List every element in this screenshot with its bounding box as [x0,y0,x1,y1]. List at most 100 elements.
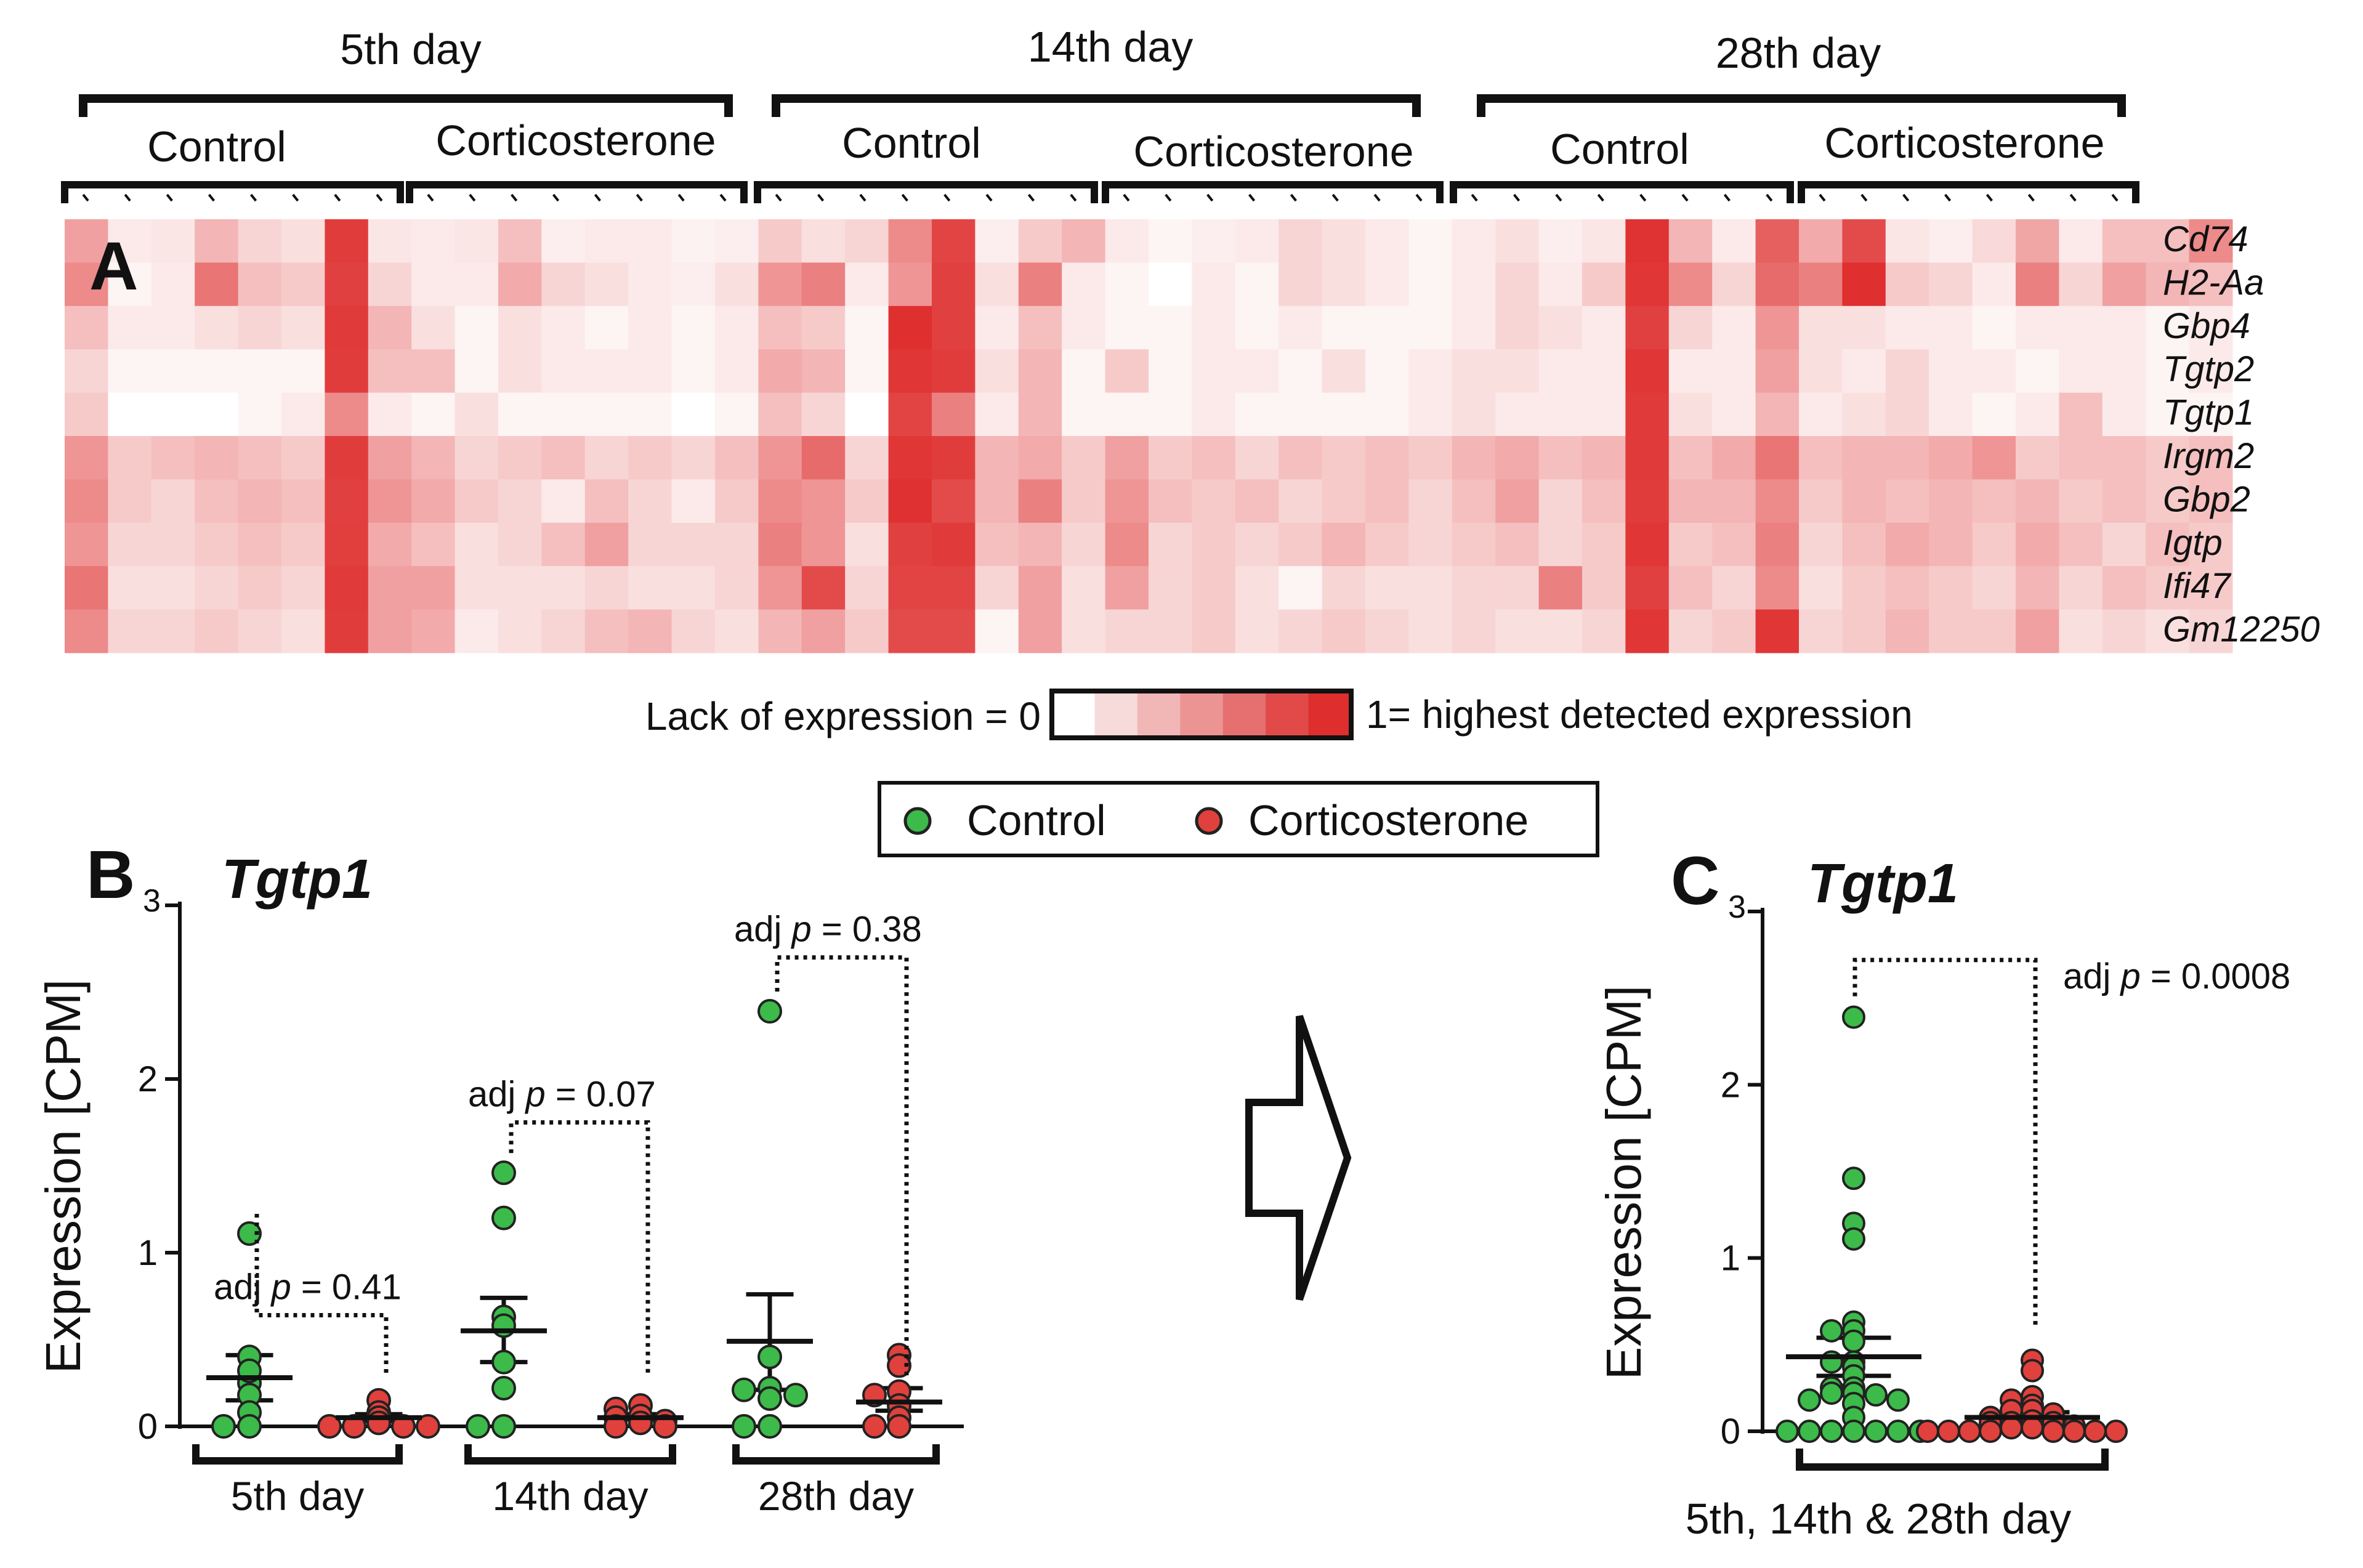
heatmap-cell [1062,262,1106,307]
sample-tick [250,193,257,202]
gene-label: Gm12250 [2163,610,2320,650]
heatmap-cell [671,219,716,263]
sample-tick [2027,193,2035,202]
heatmap-cell [454,522,499,567]
heatmap-cell [1408,479,1453,523]
group-bracket [1102,181,1444,203]
heatmap-cell [411,392,456,437]
heatmap-cell [368,609,412,653]
heatmap-cell [628,522,673,567]
data-point [887,1353,911,1378]
sample-tick [1027,193,1035,202]
heatmap-cell [1755,566,1800,610]
heatmap-cell [2146,479,2190,523]
heatmap-cell [801,262,846,307]
legend-control-marker [903,807,932,835]
heatmap-cell [2189,392,2233,437]
heatmap-cell [1582,392,1626,437]
heatmap-cell [1322,262,1366,307]
heatmap-cell [281,479,325,523]
heatmap-cell [888,219,932,263]
heatmap-cell [2146,522,2190,567]
heatmap-cell [584,305,629,350]
heatmap-cell [1885,479,1929,523]
heatmap-cell [2059,479,2103,523]
gene-label: Ifi47 [2163,566,2232,606]
arrow-icon [1245,1015,1352,1301]
heatmap-cell [1929,305,1973,350]
heatmap-cell [108,436,152,480]
sample-tick [427,193,434,202]
sample-tick [943,193,951,202]
heatmap-cell [975,349,1019,394]
legend-control-label: Control [967,796,1106,844]
heatmap-cell [975,219,1019,263]
heatmap-cell [1452,436,1496,480]
heatmap-cell [801,609,846,653]
data-point [491,1313,516,1338]
heatmap-cell [2016,262,2059,307]
heatmap-legend: Lack of expression = 0 1= highest detect… [645,689,1913,740]
heatmap-cell [151,479,195,523]
heatmap-cell [454,609,499,653]
heatmap-cell [65,479,108,523]
heatmap-legend-colorbar [1052,691,1352,738]
data-point [366,1410,391,1436]
heatmap-cell [1668,305,1713,350]
heatmap-cell [801,436,846,480]
heatmap-cell [1192,566,1236,610]
heatmap-cell [845,566,889,610]
heatmap-cell [1799,436,1843,480]
y-tick-label: 1 [1721,1239,1740,1279]
sample-tick [1555,193,1562,202]
gene-label: Tgtp2 [2163,349,2254,389]
heatmap-cell [541,522,586,567]
sample-tick [1248,193,1256,202]
heatmap-cell [2146,219,2190,263]
heatmap-cell [195,566,239,610]
heatmap-cell [1495,349,1540,394]
heatmap-cell [1149,609,1192,653]
heatmap-cell [1842,305,1886,350]
heatmap-cell [65,219,108,263]
heatmap-cell [498,219,542,263]
heatmap-cell [108,609,152,653]
heatmap-cell [325,522,369,567]
heatmap-cell [1105,392,1149,437]
heatmap-cell [584,392,629,437]
heatmap-cell [238,479,282,523]
heatmap-cell [975,566,1019,610]
heatmap-cell [1929,609,1973,653]
heatmap-cell [1625,436,1670,480]
day-bracket-14 [772,94,1421,117]
heatmap-cell [1972,392,2016,437]
heatmap-cell [628,262,673,307]
heatmap-cell [1062,609,1106,653]
heatmap-cell [888,305,932,350]
heatmap-cell [801,566,846,610]
heatmap-cell [2016,219,2059,263]
sample-tick [901,193,908,202]
heatmap-cell [1712,609,1756,653]
heatmap-cell [671,522,716,567]
heatmap-cell [2102,479,2146,523]
heatmap-cell [2102,392,2146,437]
heatmap-cell [411,479,456,523]
data-point [2083,1420,2107,1443]
x-category-label: 5th day [231,1473,365,1519]
heatmap-cell [1149,219,1192,263]
data-point [628,1410,653,1436]
heatmap-cell [758,522,802,567]
heatmap-cell [1149,566,1192,610]
heatmap-cell [932,479,975,523]
heatmap-cell [1365,522,1409,567]
heatmap-cell [325,609,369,653]
heatmap-cell [2102,349,2146,394]
heatmap-cell [584,349,629,394]
heatmap-cell [498,305,542,350]
heatmap-cell [1972,262,2016,307]
heatmap-cell [65,609,108,653]
heatmap-cell [1452,479,1496,523]
heatmap-cell [281,305,325,350]
heatmap-cell [2189,436,2233,480]
